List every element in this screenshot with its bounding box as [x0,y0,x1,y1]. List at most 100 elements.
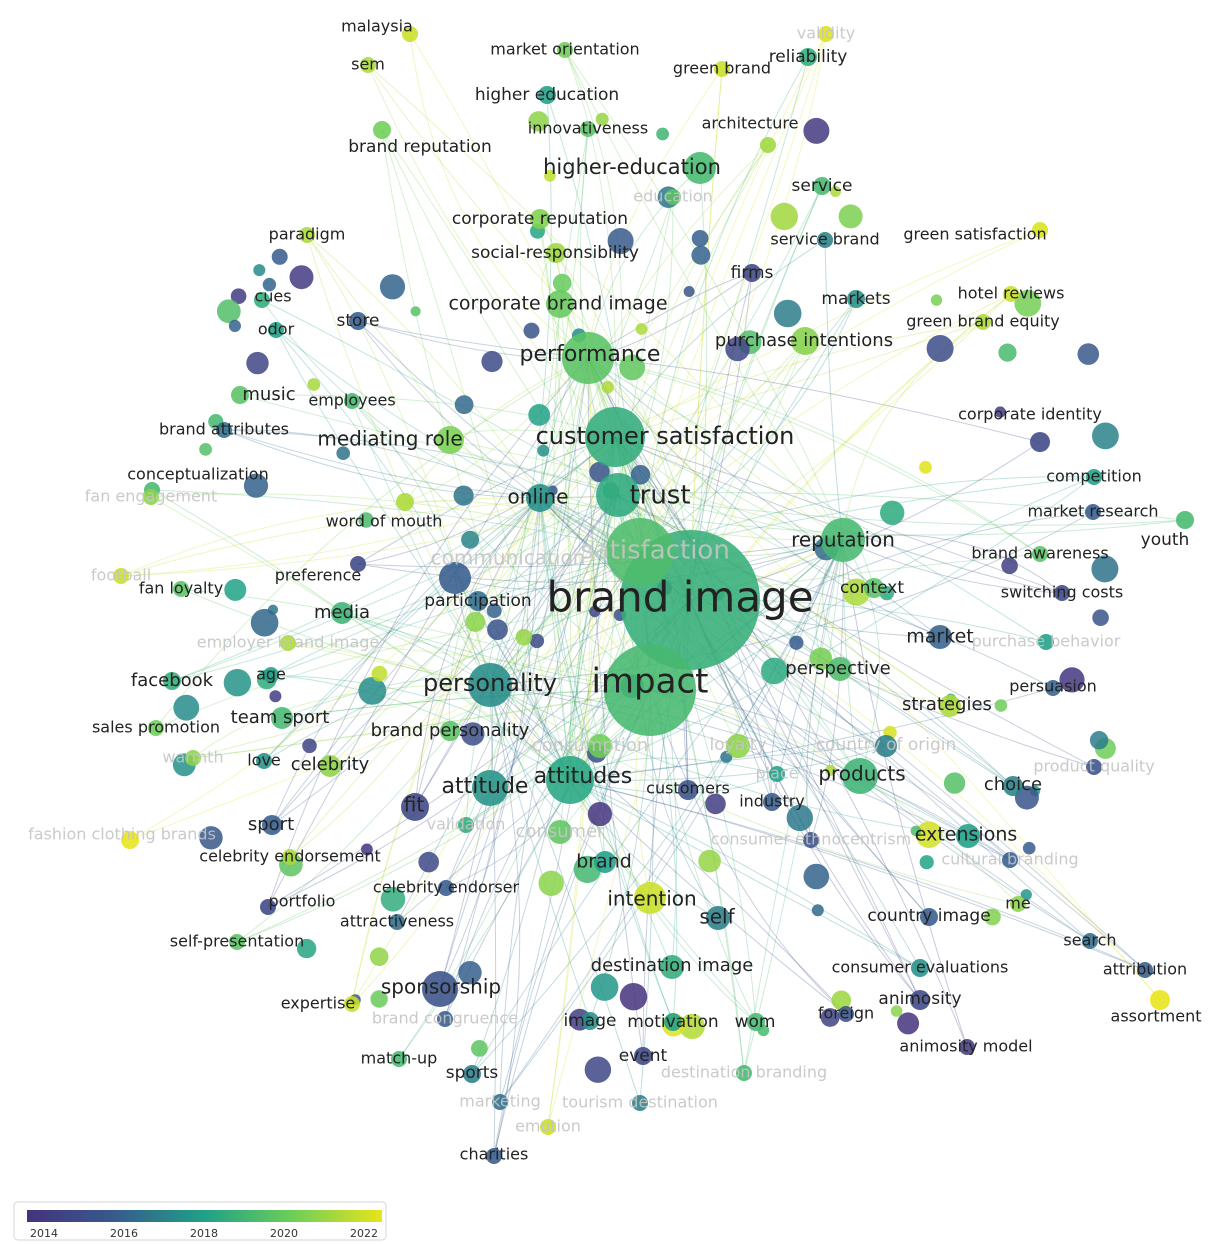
keyword-label-strategies[interactable]: strategies [902,694,992,715]
keyword-node-sales-promotion[interactable] [148,720,164,736]
keyword-node-word-of-mouth[interactable] [396,493,414,511]
keyword-node-market-research[interactable] [1085,504,1101,520]
keyword-node-products[interactable] [842,758,878,794]
keyword-node-celebrity[interactable] [319,755,341,777]
keyword-node-purchase-behavior[interactable] [1038,634,1054,650]
keyword-label-charities[interactable]: charities [460,1145,529,1164]
keyword-node-country-image[interactable] [920,908,938,926]
keyword-label-portfolio[interactable]: portfolio [269,892,336,911]
keyword-label-purchase-behavior[interactable]: purchase behavior [972,632,1121,651]
keyword-node-me[interactable] [1010,896,1026,912]
keyword-label-performance[interactable]: performance [520,342,661,367]
keyword-label-football[interactable]: football [91,566,151,585]
keyword-label-corporate-reputation[interactable]: corporate reputation [452,209,628,229]
keyword-label-country-image[interactable]: country image [867,906,990,926]
keyword-node-impact[interactable] [604,644,696,736]
keyword-label-participation[interactable]: participation [424,591,531,611]
keyword-label-higher-education[interactable]: higher-education [543,155,721,179]
keyword-label-intention[interactable]: intention [607,887,696,911]
keyword-node-performance[interactable] [562,332,614,384]
keyword-node-validity[interactable] [818,26,834,42]
keyword-label-self[interactable]: self [699,905,735,929]
keyword-node-music[interactable] [231,386,249,404]
keyword-label-loyalty[interactable]: loyalty [709,735,766,755]
keyword-label-brand-congruence[interactable]: brand congruence [372,1009,518,1028]
keyword-label-tourism-destination[interactable]: tourism destination [562,1093,718,1112]
keyword-node-market[interactable] [928,625,952,649]
keyword-label-motivation[interactable]: motivation [627,1012,718,1032]
keyword-node-consumption[interactable] [588,734,612,758]
keyword-node-attractiveness[interactable] [389,914,405,930]
keyword-node-fan-loyalty[interactable] [173,581,189,597]
keyword-label-conceptualization[interactable]: conceptualization [127,465,268,484]
keyword-node-communication[interactable] [439,562,471,594]
keyword-node-cultural-branding[interactable] [1002,852,1018,868]
keyword-label-sales-promotion[interactable]: sales promotion [92,718,220,737]
keyword-node-warmth[interactable] [185,750,201,766]
keyword-node-football[interactable] [113,568,129,584]
keyword-label-sponsorship[interactable]: sponsorship [381,975,501,999]
keyword-label-consumer-ethnocentrism[interactable]: consumer ethnocentrism [711,830,911,849]
keyword-label-green-brand[interactable]: green brand [673,59,771,78]
keyword-label-music[interactable]: music [242,384,295,405]
keyword-node-foreign[interactable] [838,1006,854,1022]
keyword-label-wom[interactable]: wom [735,1012,776,1032]
keyword-label-attractiveness[interactable]: attractiveness [340,912,454,931]
keyword-node-corporate-brand-image[interactable] [546,290,574,318]
keyword-node-place[interactable] [769,766,785,782]
keyword-node-preference[interactable] [350,556,366,572]
keyword-label-persuasion[interactable]: persuasion [1009,677,1097,696]
keyword-label-celebrity-endorsement[interactable]: celebrity endorsement [199,847,380,866]
keyword-label-context[interactable]: context [840,578,904,598]
keyword-label-market-orientation[interactable]: market orientation [490,40,639,59]
keyword-label-media[interactable]: media [314,602,370,623]
keyword-node-age[interactable] [263,667,279,683]
keyword-node-cues[interactable] [254,292,270,308]
keyword-label-markets[interactable]: markets [821,289,890,309]
keyword-node-paradigm[interactable] [299,227,315,243]
keyword-label-word-of-mouth[interactable]: word of mouth [326,512,443,531]
keyword-node-odor[interactable] [268,322,284,338]
keyword-label-social-responsibility[interactable]: social-responsibility [471,243,639,263]
keyword-label-choice[interactable]: choice [984,774,1042,795]
keyword-node-destination-branding[interactable] [736,1065,752,1081]
keyword-node-destination-image[interactable] [660,955,684,979]
keyword-node-corporate-reputation[interactable] [530,209,550,229]
keyword-label-match-up[interactable]: match-up [361,1049,438,1068]
keyword-node-country-of-origin[interactable] [875,735,897,757]
keyword-label-consumer[interactable]: consumer [515,821,605,842]
keyword-node-market-orientation[interactable] [557,42,573,58]
keyword-node-self[interactable] [706,906,730,930]
keyword-node-sem[interactable] [360,57,376,73]
keyword-label-satisfaction[interactable]: satisfaction [580,536,730,566]
keyword-node-event[interactable] [634,1047,652,1065]
keyword-label-me[interactable]: me [1005,894,1030,913]
keyword-label-image[interactable]: image [564,1011,617,1031]
keyword-node-brand[interactable] [594,851,616,873]
keyword-label-fashion-clothing-brands[interactable]: fashion clothing brands [28,825,216,844]
keyword-node-intention[interactable] [634,882,666,914]
keyword-node-sponsorship[interactable] [422,971,458,1007]
keyword-node-higher-education[interactable] [684,152,716,184]
keyword-node-green-brand-equity[interactable] [975,314,991,330]
keyword-node-consumer[interactable] [548,820,572,844]
keyword-node-fashion-clothing-brands[interactable] [121,831,139,849]
keyword-label-consumption[interactable]: consumption [532,735,649,756]
keyword-node-animosity-model[interactable] [959,1039,975,1055]
keyword-label-corporate-identity[interactable]: corporate identity [958,405,1102,424]
keyword-label-purchase-intentions[interactable]: purchase intentions [715,330,893,351]
keyword-node-tourism-destination[interactable] [632,1095,648,1111]
keyword-label-fan-loyalty[interactable]: fan loyalty [139,579,223,598]
keyword-node-firms[interactable] [743,264,761,282]
keyword-node-search[interactable] [1082,933,1098,949]
keyword-node-fit[interactable] [401,793,429,821]
keyword-label-architecture[interactable]: architecture [702,114,799,133]
keyword-node-charities[interactable] [486,1148,502,1164]
keyword-node-customer-satisfaction[interactable] [585,407,645,467]
keyword-node-attitude[interactable] [472,770,508,806]
keyword-node-image[interactable] [581,1012,599,1030]
keyword-node-online[interactable] [526,484,554,512]
keyword-label-facebook[interactable]: facebook [131,670,214,691]
keyword-node-social-responsibility[interactable] [546,243,566,263]
keyword-label-place[interactable]: place [755,764,798,783]
